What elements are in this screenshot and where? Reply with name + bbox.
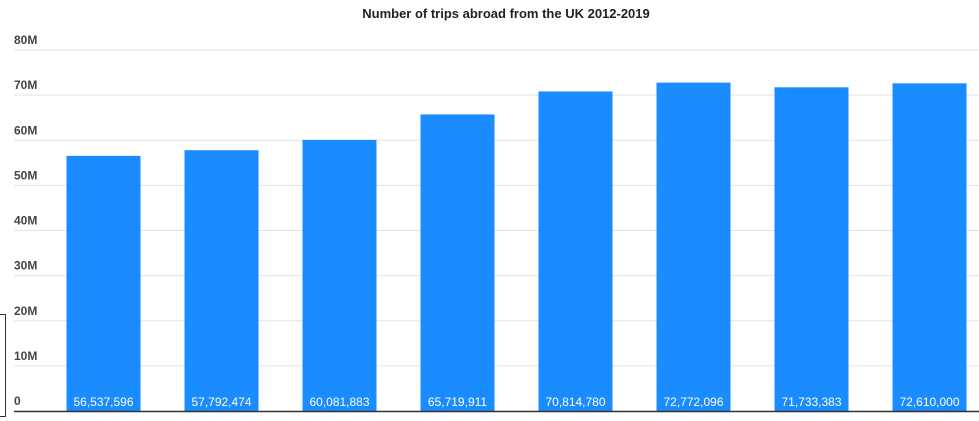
data-label-2017: 72,772,096: [663, 395, 723, 409]
data-label-2013: 57,792,474: [191, 395, 251, 409]
data-label-2016: 70,814,780: [545, 395, 605, 409]
y-tick-label: 0: [14, 394, 21, 408]
y-tick-label: 10M: [14, 349, 37, 363]
y-tick-label: 70M: [14, 78, 37, 92]
chart-title: Number of trips abroad from the UK 2012-…: [362, 6, 650, 21]
side-bracket: [0, 314, 6, 417]
bar-2016: [538, 91, 613, 411]
bar-2018: [774, 87, 849, 412]
data-label-2012: 56,537,596: [73, 395, 133, 409]
data-label-2015: 65,719,911: [428, 395, 487, 409]
bar-2015: [420, 114, 495, 411]
y-axis-ticks: 0 10M 20M 30M 40M 50M 60M 70M 80M: [14, 33, 37, 408]
data-label-2014: 60,081,883: [309, 395, 369, 409]
y-tick-label: 80M: [14, 33, 37, 47]
bar-2012: [66, 155, 141, 411]
data-label-2019: 72,610,000: [899, 395, 959, 409]
bar-2013: [184, 150, 259, 411]
data-labels: 56,537,596 57,792,474 60,081,883 65,719,911…: [73, 395, 959, 409]
bar-2017: [656, 82, 731, 412]
y-tick-label: 60M: [14, 123, 37, 137]
bars: [66, 82, 967, 412]
y-tick-label: 50M: [14, 168, 37, 182]
y-tick-label: 40M: [14, 214, 37, 228]
y-tick-label: 30M: [14, 259, 37, 273]
data-label-2018: 71,733,383: [781, 395, 841, 409]
y-tick-label: 20M: [14, 304, 37, 318]
bar-2019: [892, 83, 967, 411]
bar-2014: [302, 139, 377, 412]
